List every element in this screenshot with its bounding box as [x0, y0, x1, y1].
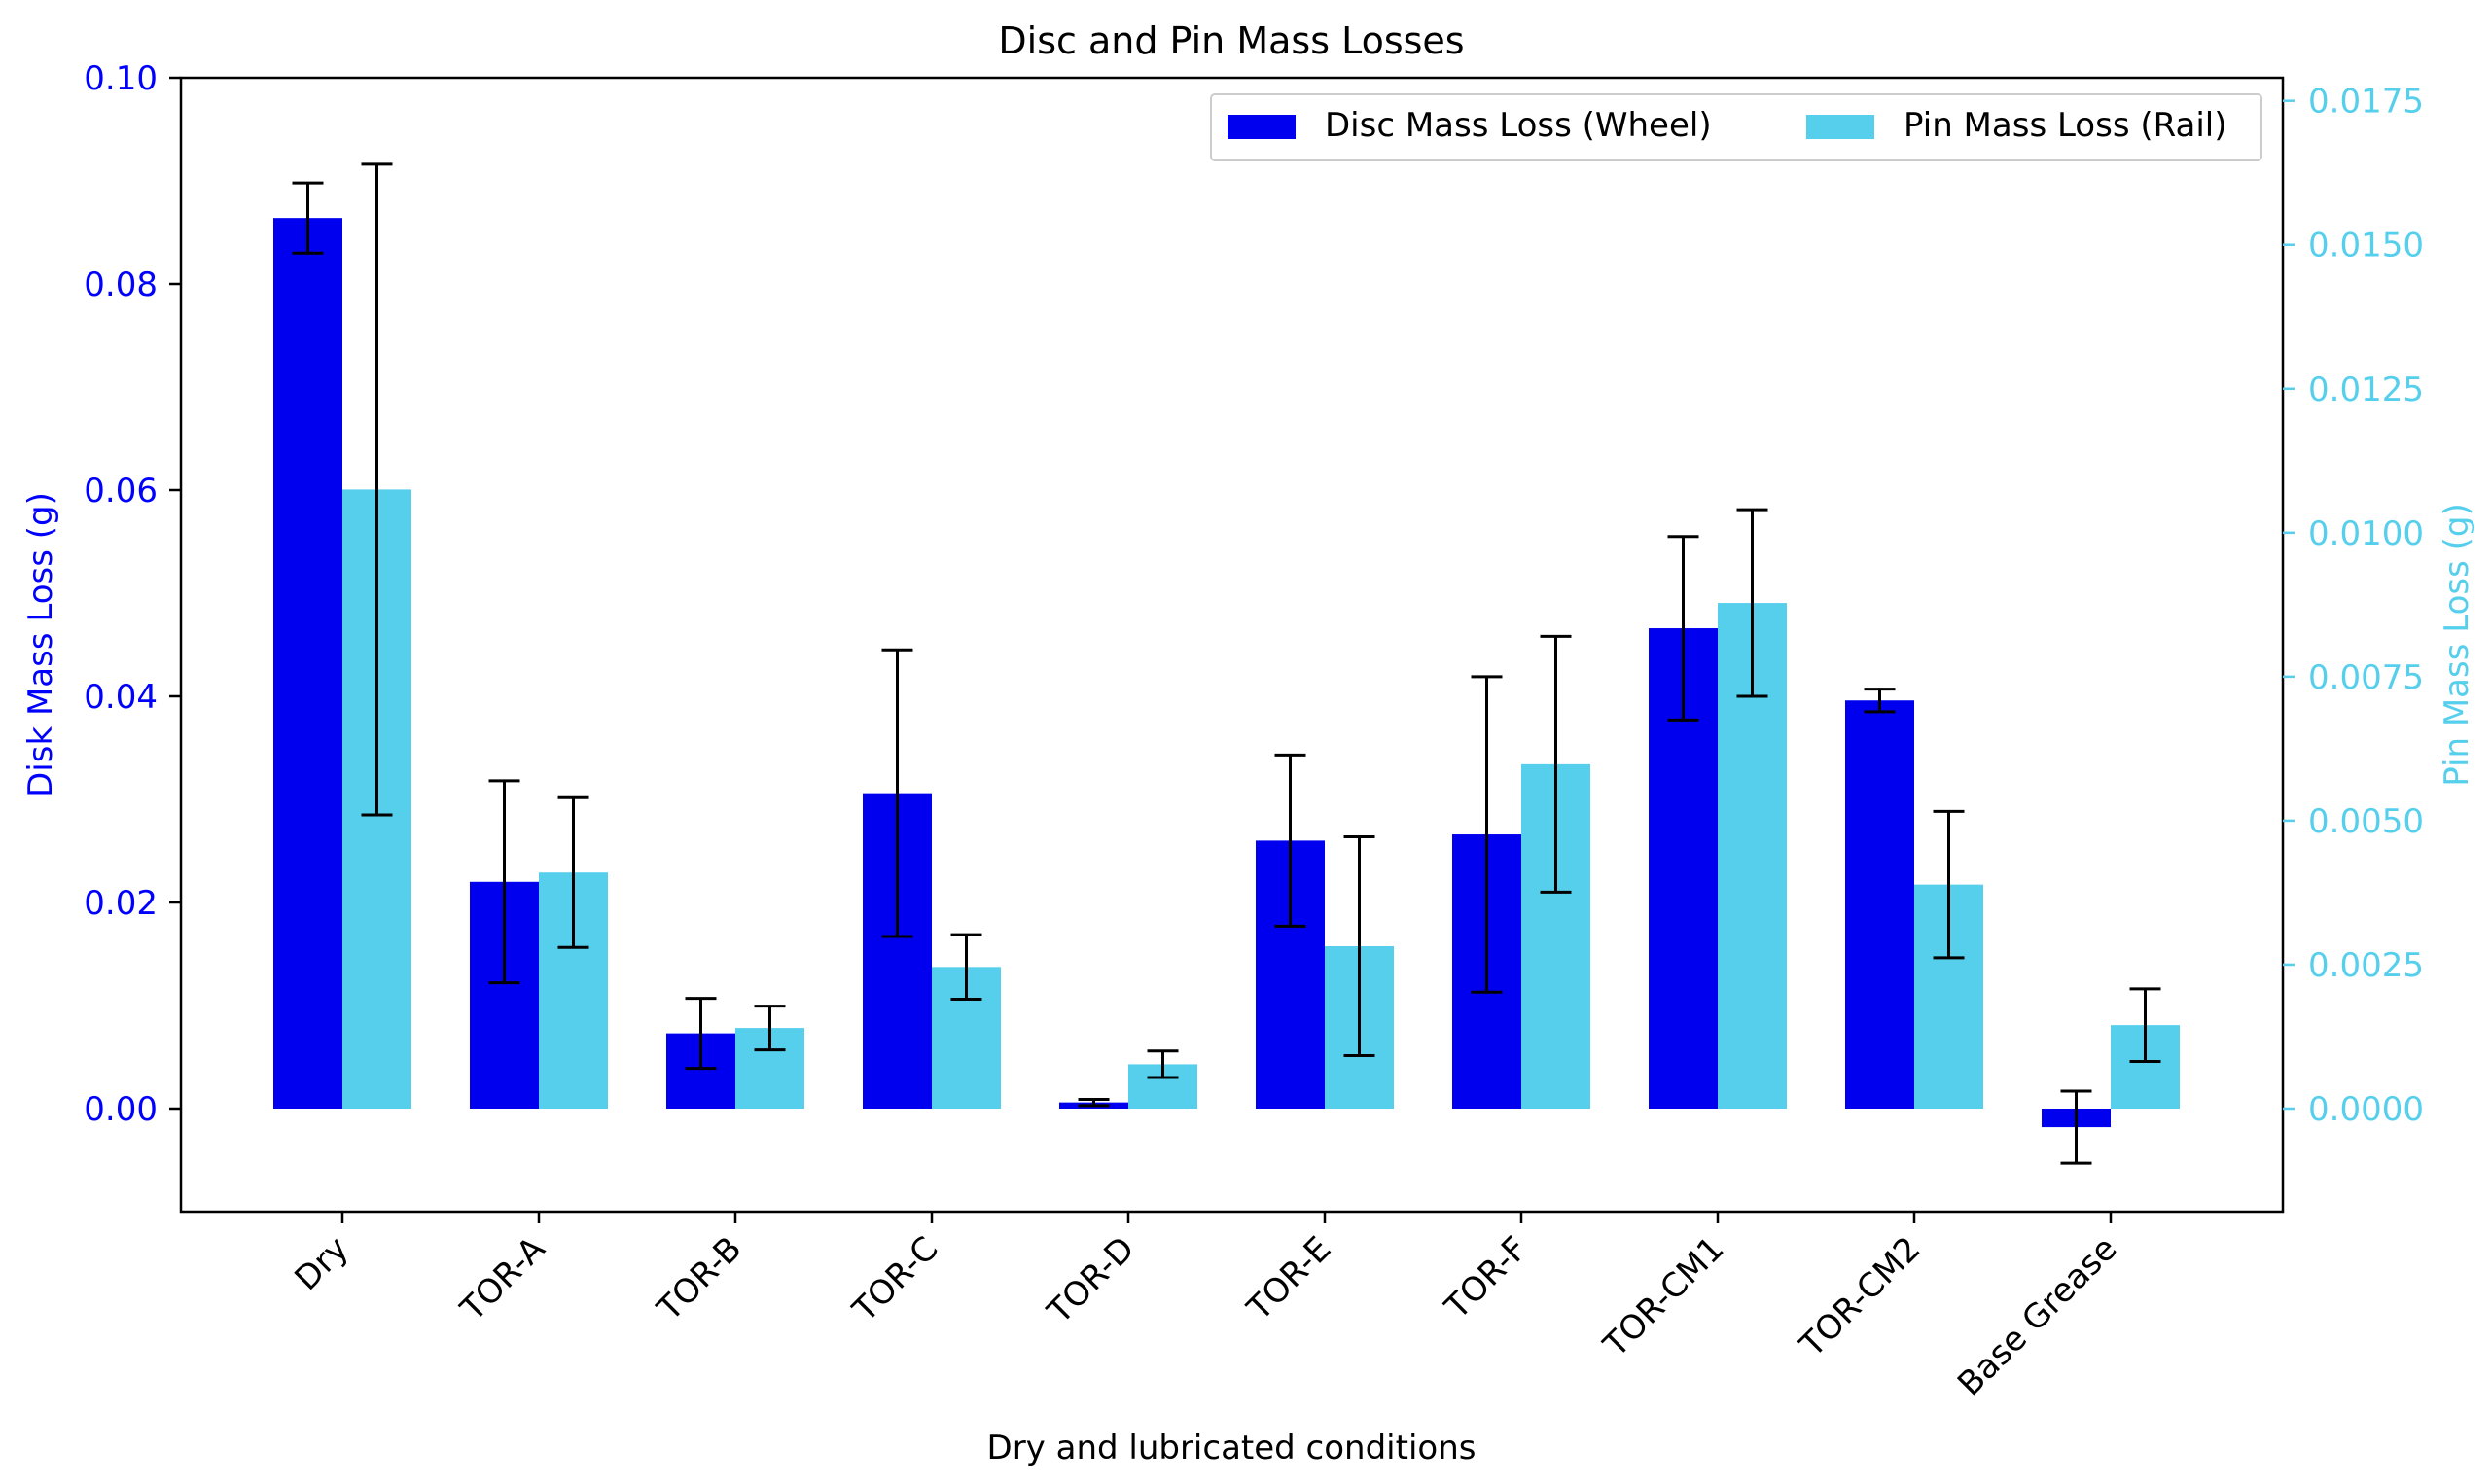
legend: Disc Mass Loss (Wheel) Pin Mass Loss (Ra… [1210, 93, 2262, 161]
left-tick-label-2: 0.04 [84, 678, 158, 717]
right-axis-label: Pin Mass Loss (g) [2438, 503, 2476, 786]
left-tick-label-3: 0.06 [84, 472, 158, 511]
error-bar-disc-tor-cm2 [1864, 688, 1896, 714]
legend-label-pin: Pin Mass Loss (Rail) [1904, 106, 2226, 145]
plot-frame [179, 76, 2285, 1214]
error-bar-disc-dry [292, 181, 324, 255]
error-bar-disc-tor-c [881, 648, 913, 938]
error-bar-pin-tor-e [1343, 834, 1375, 1058]
error-bar-pin-tor-a [557, 795, 589, 949]
right-axis: 0.0000 0.0025 0.0050 0.0075 0.0100 0.0125 0.01… [2283, 83, 2424, 1129]
right-tick-label-4: 0.0100 [2308, 514, 2424, 553]
bar-disc-dry [273, 218, 342, 1109]
left-tick-label-4: 0.08 [84, 265, 158, 304]
right-tick-label-1: 0.0025 [2308, 946, 2424, 985]
error-bar-pin-tor-cm2 [1933, 809, 1965, 960]
chart-title: Disc and Pin Mass Losses [998, 19, 1464, 62]
legend-label-disc: Disc Mass Loss (Wheel) [1325, 106, 1712, 145]
error-bar-disc-tor-b [685, 997, 717, 1071]
error-bar-pin-tor-f [1540, 634, 1572, 894]
left-tick-label-5: 0.10 [84, 59, 158, 98]
error-bar-pin-base-grease [2129, 987, 2161, 1063]
error-bar-disc-tor-cm1 [1667, 535, 1699, 722]
left-axis: 0.00 0.02 0.04 0.06 0.08 0.10 [84, 59, 181, 1129]
error-bar-pin-tor-cm1 [1736, 508, 1768, 698]
legend-box [1210, 93, 2262, 161]
error-bar-pin-tor-b [754, 1005, 786, 1052]
right-tick-label-6: 0.0150 [2308, 227, 2424, 265]
error-bar-disc-tor-e [1274, 753, 1306, 928]
legend-swatch-disc [1228, 115, 1296, 139]
error-bar-pin-dry [361, 162, 393, 817]
left-tick-label-1: 0.02 [84, 884, 158, 923]
right-tick-label-3: 0.0075 [2308, 658, 2424, 697]
bar-disc-tor-cm2 [1845, 700, 1914, 1109]
right-tick-label-5: 0.0125 [2308, 371, 2424, 409]
error-bar-pin-tor-c [950, 933, 982, 1001]
error-bar-pin-tor-d [1147, 1049, 1179, 1079]
right-tick-label-0: 0.0000 [2308, 1090, 2424, 1129]
left-tick-label-0: 0.00 [84, 1090, 158, 1129]
error-bar-disc-tor-a [488, 779, 520, 985]
error-bars-layer [292, 162, 2161, 1165]
error-bar-disc-tor-d [1078, 1097, 1110, 1108]
legend-swatch-pin [1806, 115, 1874, 139]
x-axis-label: Dry and lubricated conditions [987, 1429, 1477, 1467]
left-axis-label: Disk Mass Loss (g) [21, 492, 60, 797]
error-bar-disc-base-grease [2060, 1089, 2092, 1165]
right-tick-label-7: 0.0175 [2308, 83, 2424, 122]
error-bar-disc-tor-f [1471, 675, 1503, 994]
right-tick-label-2: 0.0050 [2308, 802, 2424, 841]
